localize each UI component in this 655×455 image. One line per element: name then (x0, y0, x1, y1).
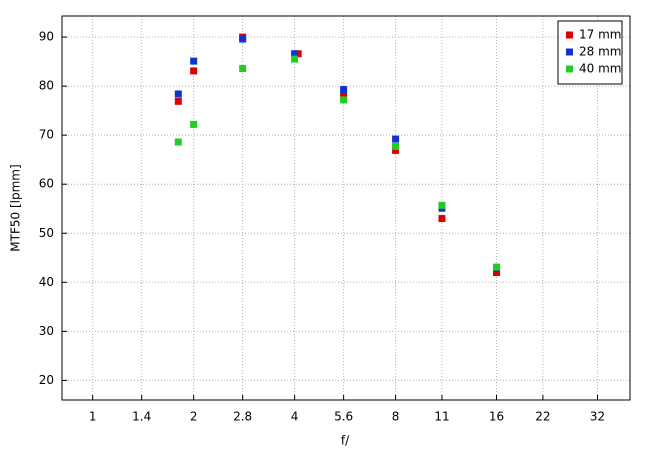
point (340, 96, 348, 104)
y-tick-label: 20 (39, 373, 54, 387)
point (174, 90, 182, 98)
x-tick-label: 22 (535, 410, 550, 424)
x-axis-label: f/ (341, 434, 350, 448)
point (340, 92, 348, 100)
point (174, 97, 182, 105)
x-tick-label: 16 (489, 410, 504, 424)
point (438, 215, 446, 223)
point (190, 120, 198, 128)
x-tick-label: 8 (392, 410, 400, 424)
point (493, 268, 501, 276)
point (340, 86, 348, 94)
legend-label: 28 mm (579, 45, 621, 59)
x-tick-label: 11 (434, 410, 449, 424)
point (239, 64, 247, 72)
point (174, 138, 182, 146)
point (291, 55, 299, 63)
point (493, 263, 501, 271)
legend-label: 17 mm (579, 28, 621, 42)
y-tick-label: 70 (39, 128, 54, 142)
point (392, 135, 400, 143)
y-axis-label: MTF50 [lpmm] (9, 164, 23, 251)
plot-frame (61, 15, 631, 401)
y-tick-label: 50 (39, 226, 54, 240)
point (190, 57, 198, 65)
legend-label: 40 mm (579, 62, 621, 76)
y-tick-label: 90 (39, 30, 54, 44)
y-tick-label: 40 (39, 275, 54, 289)
point (190, 67, 198, 75)
x-tick-label: 5.6 (334, 410, 353, 424)
y-tick-label: 60 (39, 177, 54, 191)
legend-swatch (566, 48, 573, 56)
point (392, 146, 400, 154)
x-tick-label: 2 (190, 410, 198, 424)
x-tick-label: 1 (89, 410, 97, 424)
point (291, 50, 299, 58)
y-tick-label: 80 (39, 79, 54, 93)
y-tick-label: 30 (39, 324, 54, 338)
point (438, 201, 446, 209)
x-tick-label: 2.8 (233, 410, 252, 424)
point (294, 50, 302, 58)
legend-swatch (566, 31, 573, 39)
point (239, 35, 247, 43)
point (392, 142, 400, 150)
x-tick-label: 4 (291, 410, 299, 424)
x-tick-label: 32 (590, 410, 605, 424)
x-tick-label: 1.4 (132, 410, 151, 424)
legend-swatch (566, 65, 573, 73)
